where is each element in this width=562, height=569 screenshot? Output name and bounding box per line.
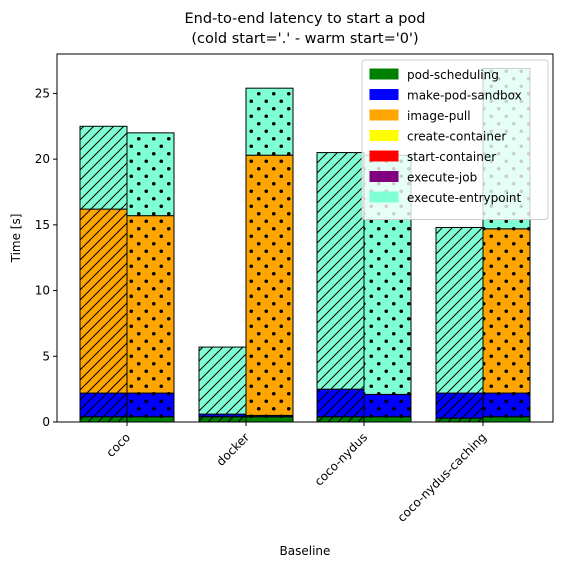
legend-swatch	[369, 109, 399, 121]
legend-label: start-container	[407, 150, 496, 164]
legend-label: create-container	[407, 130, 506, 144]
legend-swatch	[369, 68, 399, 80]
bar-segment-coco-nydus-warm-pod-scheduling	[316, 416, 365, 423]
bar-segment-coco-warm-execute-entrypoint	[79, 125, 128, 210]
bar-hatch	[245, 416, 294, 423]
legend-label: image-pull	[407, 109, 471, 123]
bar-hatch	[198, 416, 247, 423]
bar-hatch	[482, 228, 531, 394]
bar-hatch	[79, 125, 128, 210]
legend-item-execute-entrypoint: execute-entrypoint	[369, 191, 522, 205]
plot-frame	[56, 53, 554, 423]
legend-box	[361, 59, 549, 220]
bar-segment-coco-nydus-warm-make-pod-sandbox	[316, 388, 365, 418]
bar-segment-coco-warm-pod-scheduling	[79, 416, 128, 423]
x-tick-label: coco	[104, 430, 134, 460]
legend-item-image-pull: image-pull	[369, 109, 471, 123]
bar-segment-docker-cold-image-pull	[245, 154, 294, 416]
chart-title-line1: End-to-end latency to start a pod	[185, 11, 426, 27]
bar-segment-coco-cold-image-pull	[126, 215, 175, 394]
bar-segment-coco-warm-make-pod-sandbox	[79, 392, 128, 418]
bar-hatch	[79, 208, 128, 394]
bar-segment-coco-nydus-caching-cold-make-pod-sandbox	[482, 392, 531, 418]
legend-label: pod-scheduling	[407, 68, 499, 82]
legend-item-make-pod-sandbox: make-pod-sandbox	[369, 89, 522, 103]
bar-segment-docker-cold-pod-scheduling	[245, 416, 294, 423]
bar-segment-coco-nydus-caching-cold-pod-scheduling	[482, 416, 531, 423]
legend-swatch	[369, 130, 399, 141]
bar-segment-coco-warm-image-pull	[79, 208, 128, 394]
y-tick-label: 5	[42, 349, 50, 363]
legend-label: execute-job	[407, 171, 477, 185]
legend-swatch	[369, 171, 399, 182]
bar-hatch	[435, 226, 484, 394]
bar-segment-docker-warm-execute-entrypoint	[198, 346, 247, 415]
bar-hatch	[126, 132, 175, 217]
legend-item-create-container: create-container	[369, 130, 506, 144]
bar-hatch	[482, 392, 531, 418]
bar-hatch	[126, 215, 175, 394]
bar-hatch	[316, 152, 365, 390]
bar-segment-coco-nydus-caching-warm-make-pod-sandbox	[435, 392, 484, 419]
y-axis: 0 5 10 15 20 25	[35, 86, 57, 429]
bar-segment-coco-nydus-caching-warm-execute-entrypoint	[435, 226, 484, 394]
legend: pod-scheduling make-pod-sandbox image-pull…	[361, 59, 549, 220]
bar-hatch	[435, 417, 484, 423]
y-tick-label: 0	[42, 415, 50, 429]
legend-item-start-container: start-container	[369, 150, 496, 164]
legend-swatch	[369, 89, 399, 100]
bar-segment-coco-cold-pod-scheduling	[126, 416, 175, 423]
bar-hatch	[482, 416, 531, 423]
bar-hatch	[198, 346, 247, 415]
bar-hatch	[245, 87, 294, 156]
bar-segment-coco-nydus-caching-cold-image-pull	[482, 228, 531, 394]
bar-hatch	[126, 416, 175, 423]
bar-hatch	[316, 416, 365, 423]
bar-hatch	[363, 416, 412, 423]
x-tick-label: docker	[214, 430, 253, 469]
legend-item-pod-scheduling: pod-scheduling	[369, 68, 499, 82]
x-tick-label: coco-nydus	[312, 430, 370, 488]
bar-hatch	[79, 416, 128, 423]
bar-segment-docker-warm-pod-scheduling	[198, 416, 247, 423]
bar-segment-coco-nydus-warm-execute-entrypoint	[316, 152, 365, 390]
bar-hatch	[435, 392, 484, 419]
x-axis-label: Baseline	[280, 544, 331, 558]
y-tick-label: 20	[35, 152, 50, 166]
bar-hatch	[316, 388, 365, 418]
bar-segment-coco-nydus-cold-make-pod-sandbox	[363, 393, 412, 418]
bar-hatch	[363, 393, 412, 418]
bar-segment-coco-cold-make-pod-sandbox	[126, 392, 175, 418]
x-tick-label: coco-nydus-caching	[395, 430, 490, 525]
legend-label: make-pod-sandbox	[407, 89, 522, 103]
legend-label: execute-entrypoint	[407, 191, 522, 205]
y-tick-label: 10	[35, 284, 50, 298]
bar-hatch	[79, 392, 128, 418]
bar-hatch	[126, 392, 175, 418]
legend-item-execute-job: execute-job	[369, 171, 477, 185]
chart-title-line2: (cold start='.' - warm start='0')	[191, 31, 418, 47]
bar-hatch	[245, 154, 294, 416]
bar-segment-coco-cold-execute-entrypoint	[126, 132, 175, 217]
legend-swatch	[369, 191, 399, 203]
y-tick-label: 25	[35, 86, 50, 100]
legend-swatch	[369, 150, 399, 162]
bar-segment-coco-nydus-cold-pod-scheduling	[363, 416, 412, 423]
y-tick-label: 15	[35, 218, 50, 232]
bar-segment-docker-cold-execute-entrypoint	[245, 87, 294, 156]
x-axis: coco docker coco-nydus coco-nydus-caching	[104, 422, 490, 525]
bar-segment-coco-nydus-caching-warm-pod-scheduling	[435, 417, 484, 423]
y-axis-label: Time [s]	[9, 214, 23, 264]
